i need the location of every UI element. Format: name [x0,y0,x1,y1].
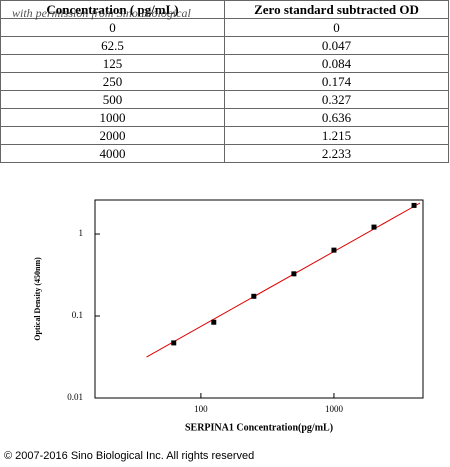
table-row: 62.5 0.047 [0,36,449,55]
table-cell: 0.327 [224,90,449,109]
footer: © 2007-2016 Sino Biological Inc. All rig… [4,450,255,462]
plot-frame [94,199,424,399]
table-cell: 2000 [0,126,225,145]
y-axis-label: Optical Density (450nm) [33,257,42,341]
table-cell: 2.233 [224,144,449,163]
x-tick-label: 1000 [325,404,344,414]
table-cell: 1000 [0,108,225,127]
data-table: Concentration ( pg/mL) Zero standard subt… [0,0,449,163]
point [171,340,177,346]
x-tick-label: 100 [194,404,208,414]
table-cell: 0.174 [224,72,449,91]
header-cell: Zero standard subtracted OD [224,0,449,19]
chart: SERPINA1 Concentration(pg/mL) Optical De… [33,199,424,433]
table-cell: 4000 [0,144,225,163]
table-cell: 500 [0,90,225,109]
table-cell: 125 [0,54,225,73]
table-row: 4000 2.233 [0,144,449,163]
table-row: 250 0.174 [0,72,449,91]
point [291,271,297,277]
point [331,247,337,253]
table-cell: 0.084 [224,54,449,73]
y-tick-label: 0.01 [67,392,83,402]
fit-line [146,202,421,358]
point [211,319,217,325]
table-cell: 250 [0,72,225,91]
table-row: 125 0.084 [0,54,449,73]
y-tick-label: 0.1 [72,310,83,320]
table-cell: 0.047 [224,36,449,55]
point [411,202,417,208]
y-tick-label: 1 [79,228,84,238]
table-cell: 0 [0,18,225,37]
point [371,224,377,230]
point [251,293,257,299]
table-body: 0 0 62.5 0.047 125 0.084 250 0.174 500 0.327 1000 0… [0,18,449,163]
table-row: 500 0.327 [0,90,449,109]
table-cell: 0.636 [224,108,449,127]
table-cell: 0 [224,18,449,37]
table-cell: 1.215 [224,126,449,145]
table-cell: 62.5 [0,36,225,55]
table-row: 2000 1.215 [0,126,449,145]
watermark: with permission from Sino Biological [12,6,191,20]
x-axis-label: SERPINA1 Concentration(pg/mL) [185,422,333,433]
table-row: 1000 0.636 [0,108,449,127]
